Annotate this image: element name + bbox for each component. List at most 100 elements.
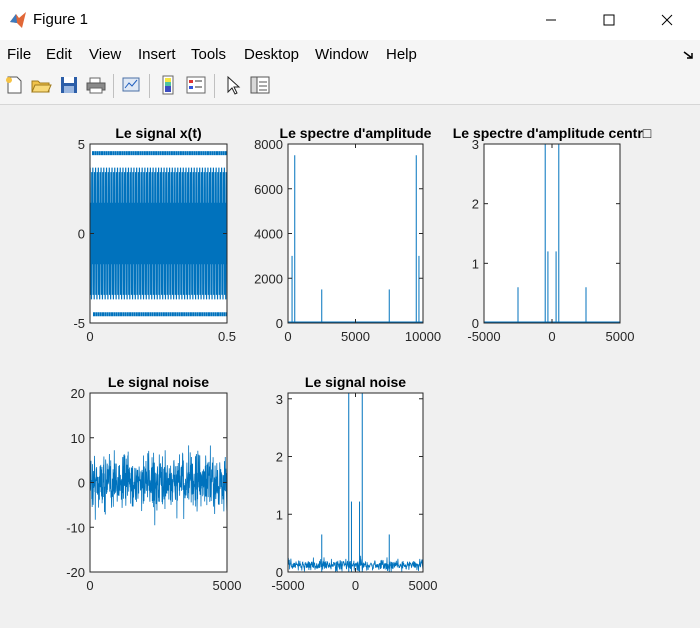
new-figure-icon[interactable] — [3, 74, 25, 96]
y-tick-label: 0 — [276, 316, 283, 331]
menu-tools[interactable]: Tools — [191, 46, 227, 63]
signal-trough-dot — [198, 312, 201, 317]
axes-3 — [483, 143, 621, 324]
menu-help[interactable]: Help — [386, 46, 417, 63]
plot-lines — [288, 393, 423, 572]
signal-peak-dot — [204, 151, 207, 156]
signal-peak-dot — [96, 151, 99, 156]
y-tick-label: 3 — [472, 137, 479, 152]
axes-background — [484, 144, 620, 323]
signal-peak-dot — [213, 151, 216, 156]
y-tick-label: 5 — [78, 137, 85, 152]
print-icon[interactable] — [85, 74, 107, 96]
signal-trough-dot — [135, 312, 138, 317]
signal-peak-dot — [177, 151, 180, 156]
x-tick-label: 0.5 — [218, 329, 236, 344]
signal-trough-dot — [219, 312, 222, 317]
signal-trough-dot — [189, 312, 192, 317]
window-title-bar — [0, 0, 700, 40]
signal-trough-dot — [167, 312, 170, 317]
series-noise-floor — [288, 555, 423, 572]
axes-4 — [89, 392, 228, 573]
y-tick-label: 6000 — [254, 182, 283, 197]
signal-trough-dot — [151, 312, 154, 317]
signal-trough-dot — [221, 312, 224, 317]
signal-peak-dot — [206, 151, 209, 156]
signal-trough-dot — [156, 312, 159, 317]
signal-trough-dot — [205, 312, 208, 317]
signal-trough-dot — [97, 312, 100, 317]
matlab-logo-icon — [10, 12, 26, 28]
signal-peak-dot — [148, 151, 151, 156]
edit-plot-cursor-icon[interactable] — [222, 74, 244, 96]
menu-desktop[interactable]: Desktop — [244, 46, 300, 63]
signal-peak-dot — [218, 151, 221, 156]
signal-peak-dot — [139, 151, 142, 156]
signal-trough-dot — [122, 312, 125, 317]
series-line — [90, 445, 227, 526]
signal-peak-dot — [112, 151, 115, 156]
menu-edit[interactable]: Edit — [46, 46, 72, 63]
signal-peak-dot — [188, 151, 191, 156]
plot-lines — [90, 445, 227, 526]
signal-trough-dot — [120, 312, 123, 317]
y-tick-label: 20 — [71, 386, 85, 401]
maximize-button[interactable] — [586, 0, 632, 40]
menu-view[interactable]: View — [89, 46, 122, 63]
menu-window[interactable]: Window — [315, 46, 369, 63]
signal-trough-dot — [140, 312, 143, 317]
x-tick-label: 0 — [86, 329, 93, 344]
signal-peak-dot — [186, 151, 189, 156]
y-tick-label: 0 — [78, 227, 85, 242]
signal-peak-dot — [197, 151, 200, 156]
close-button[interactable] — [644, 0, 690, 40]
insert-legend-icon[interactable] — [185, 74, 207, 96]
link-plot-icon[interactable] — [120, 74, 142, 96]
signal-trough-dot — [160, 312, 163, 317]
property-inspector-icon[interactable] — [249, 74, 271, 96]
menu-file[interactable]: File — [7, 46, 32, 63]
signal-peak-dot — [159, 151, 162, 156]
menu-bar — [0, 40, 700, 68]
signal-peak-dot — [168, 151, 171, 156]
x-tick-label: -5000 — [271, 578, 304, 593]
signal-trough-dot — [223, 312, 226, 317]
signal-trough-dot — [99, 312, 102, 317]
signal-peak-dot — [193, 151, 196, 156]
axes-title: Le signal noise — [108, 374, 209, 390]
signal-peak-dot — [191, 151, 194, 156]
signal-peak-dot — [150, 151, 153, 156]
minimize-button[interactable] — [528, 0, 574, 40]
signal-trough-dot — [117, 312, 120, 317]
signal-peak-dot — [179, 151, 182, 156]
signal-trough-dot — [124, 312, 127, 317]
signal-trough-dot — [187, 312, 190, 317]
insert-colorbar-icon[interactable] — [158, 74, 180, 96]
undock-arrow-icon[interactable] — [682, 48, 696, 62]
signal-peak-dot — [166, 151, 169, 156]
x-tick-label: 0 — [284, 329, 291, 344]
signal-peak-dot — [119, 151, 122, 156]
signal-trough-dot — [176, 312, 179, 317]
signal-peak-dot — [164, 151, 167, 156]
toolbar-separator — [113, 74, 114, 98]
signal-trough-dot — [162, 312, 165, 317]
y-tick-label: 10 — [71, 431, 85, 446]
axes-title: Le spectre d'amplitude centr□ — [453, 125, 652, 141]
signal-peak-dot — [114, 151, 117, 156]
x-tick-label: 0 — [86, 578, 93, 593]
y-tick-label: 4000 — [254, 227, 283, 242]
y-tick-label: 2 — [276, 450, 283, 465]
x-tick-label: 5000 — [409, 578, 438, 593]
signal-trough-dot — [214, 312, 217, 317]
signal-trough-dot — [203, 312, 206, 317]
axes-title: Le signal x(t) — [115, 125, 201, 141]
signal-trough-dot — [131, 312, 134, 317]
y-tick-label: 0 — [78, 476, 85, 491]
signal-peak-dot — [222, 151, 225, 156]
x-tick-label: -5000 — [467, 329, 500, 344]
menu-insert[interactable]: Insert — [138, 46, 176, 63]
open-file-icon[interactable] — [30, 74, 52, 96]
save-icon[interactable] — [58, 74, 80, 96]
y-tick-label: 8000 — [254, 137, 283, 152]
